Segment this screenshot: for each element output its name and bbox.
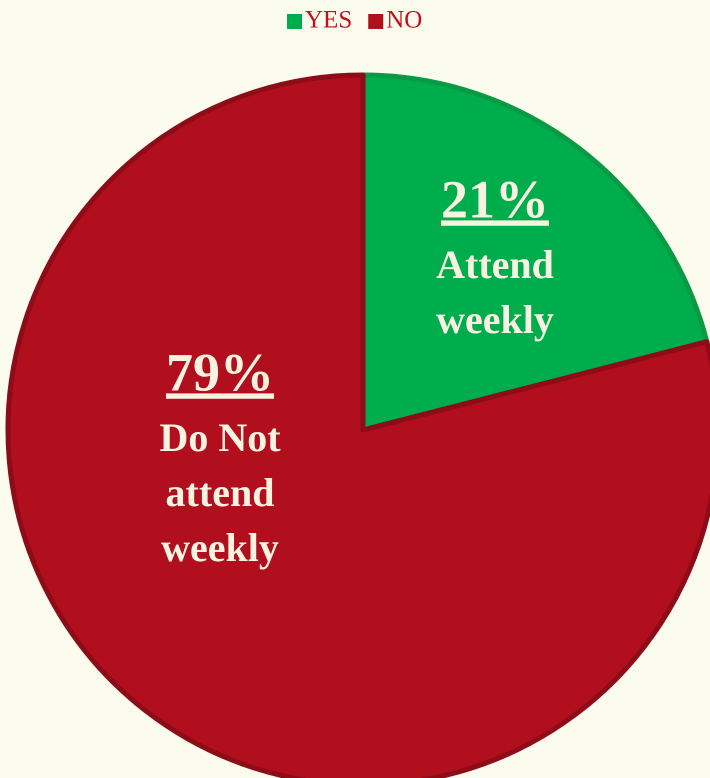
slice-label: Do Not xyxy=(159,415,281,460)
slice-label: weekly xyxy=(161,525,279,570)
slice-label: weekly xyxy=(436,297,554,342)
legend-label: NO xyxy=(386,7,422,34)
legend-swatch xyxy=(368,14,384,29)
slice-value-label: 79% xyxy=(166,342,274,402)
slice-label: attend xyxy=(166,470,275,515)
slice-value-label: 21% xyxy=(441,169,549,229)
legend-swatch xyxy=(287,14,302,29)
pie-slice xyxy=(5,72,710,778)
legend-label: YES xyxy=(305,7,352,34)
pie-slice xyxy=(360,72,710,433)
slice-label: Attend xyxy=(436,242,554,287)
